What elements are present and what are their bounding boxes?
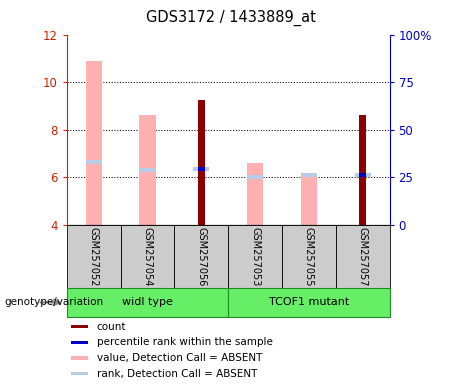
Bar bbox=[247, 175, 263, 179]
Text: count: count bbox=[96, 322, 126, 332]
Bar bbox=[71, 356, 89, 360]
Bar bbox=[359, 174, 366, 177]
Bar bbox=[355, 174, 371, 177]
Bar bbox=[71, 341, 89, 344]
Bar bbox=[198, 100, 205, 225]
Text: GSM257053: GSM257053 bbox=[250, 227, 260, 286]
Bar bbox=[282, 225, 336, 288]
Text: GSM257054: GSM257054 bbox=[142, 227, 153, 286]
Bar bbox=[139, 115, 155, 225]
Bar bbox=[193, 167, 209, 171]
Bar bbox=[67, 288, 228, 317]
Text: GDS3172 / 1433889_at: GDS3172 / 1433889_at bbox=[146, 10, 315, 26]
Bar bbox=[174, 225, 228, 288]
Text: GSM257056: GSM257056 bbox=[196, 227, 207, 286]
Bar bbox=[198, 167, 205, 171]
Text: genotype/variation: genotype/variation bbox=[5, 297, 104, 308]
Text: percentile rank within the sample: percentile rank within the sample bbox=[96, 337, 272, 347]
Bar bbox=[336, 225, 390, 288]
Bar bbox=[121, 225, 174, 288]
Bar bbox=[71, 372, 89, 376]
Bar bbox=[228, 225, 282, 288]
Bar bbox=[86, 160, 102, 164]
Text: widl type: widl type bbox=[122, 297, 173, 308]
Bar bbox=[359, 115, 366, 225]
Text: TCOF1 mutant: TCOF1 mutant bbox=[269, 297, 349, 308]
Bar bbox=[301, 177, 317, 225]
Text: GSM257055: GSM257055 bbox=[304, 227, 314, 286]
Bar bbox=[228, 288, 390, 317]
Text: value, Detection Call = ABSENT: value, Detection Call = ABSENT bbox=[96, 353, 262, 363]
Bar bbox=[86, 61, 102, 225]
Text: rank, Detection Call = ABSENT: rank, Detection Call = ABSENT bbox=[96, 369, 257, 379]
Bar bbox=[247, 163, 263, 225]
Bar bbox=[67, 225, 121, 288]
Bar bbox=[301, 174, 317, 177]
Text: GSM257052: GSM257052 bbox=[89, 227, 99, 286]
Text: GSM257057: GSM257057 bbox=[358, 227, 368, 286]
Bar bbox=[139, 168, 155, 172]
Bar bbox=[71, 325, 89, 328]
